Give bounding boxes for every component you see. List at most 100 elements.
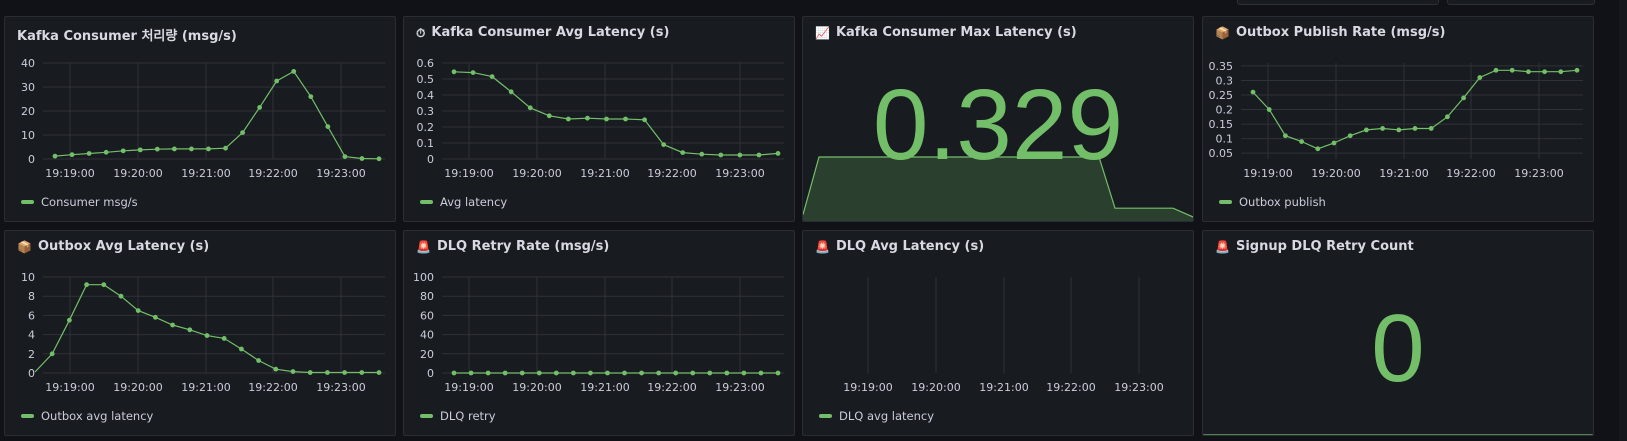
data-point[interactable] xyxy=(1347,133,1353,139)
data-point[interactable] xyxy=(546,113,552,119)
data-point[interactable] xyxy=(325,370,330,375)
data-point[interactable] xyxy=(1509,67,1515,73)
data-point[interactable] xyxy=(508,89,514,95)
data-point[interactable] xyxy=(642,117,647,123)
data-point[interactable] xyxy=(1266,107,1272,112)
data-point[interactable] xyxy=(565,116,571,122)
data-point[interactable] xyxy=(103,149,109,155)
timeseries-chart[interactable]: 19:19:00 19:20:00 19:21:00 19:22:00 19:23:00 xyxy=(803,231,1194,436)
data-point[interactable] xyxy=(359,370,365,375)
data-point[interactable] xyxy=(1315,146,1321,152)
data-point[interactable] xyxy=(1364,127,1369,133)
panel-signup-dlq-retry-count[interactable]: 🚨 Signup DLQ Retry Count 0 xyxy=(1202,230,1594,436)
data-point[interactable] xyxy=(605,370,610,376)
data-point[interactable] xyxy=(52,153,58,159)
data-point[interactable] xyxy=(359,156,365,161)
timeseries-chart[interactable]: 0 10 20 30 40 19:19:00 19:20:00 19:21:00 19:22:0… xyxy=(5,17,396,222)
data-point[interactable] xyxy=(1477,75,1483,80)
timeseries-chart[interactable]: 0 20 40 60 80 100 19:19:00 19:20:00 19:21:00 19:2… xyxy=(404,231,795,436)
data-point[interactable] xyxy=(737,152,743,158)
panel-kafka-consumer-avg-latency[interactable]: ⏱ Kafka Consumer Avg Latency (s) 0 0.1 0.2 0… xyxy=(403,16,795,222)
data-point[interactable] xyxy=(604,116,609,122)
data-point[interactable] xyxy=(585,115,590,121)
data-point[interactable] xyxy=(1299,139,1304,144)
data-point[interactable] xyxy=(673,370,679,376)
data-point[interactable] xyxy=(489,74,495,79)
timeseries-chart[interactable]: 0 2 4 6 8 10 19:19:00 19:20:00 19:21:00 19:22:00 1… xyxy=(5,231,396,436)
data-point[interactable] xyxy=(1412,126,1418,131)
data-point[interactable] xyxy=(307,370,313,375)
data-point[interactable] xyxy=(775,370,781,376)
panel-kafka-consumer-max-latency[interactable]: 📈 Kafka Consumer Max Latency (s) 0.329 xyxy=(802,16,1194,222)
data-point[interactable] xyxy=(1574,67,1580,73)
data-point[interactable] xyxy=(325,124,331,129)
data-point[interactable] xyxy=(118,293,124,299)
page-scrollbar[interactable] xyxy=(1619,0,1627,441)
data-point[interactable] xyxy=(187,327,193,333)
data-point[interactable] xyxy=(1526,69,1531,75)
data-point[interactable] xyxy=(49,351,55,357)
data-point[interactable] xyxy=(171,146,177,152)
data-point[interactable] xyxy=(342,370,347,375)
data-point[interactable] xyxy=(274,78,280,84)
data-point[interactable] xyxy=(67,317,72,323)
legend-item[interactable]: Avg latency xyxy=(420,195,507,209)
data-point[interactable] xyxy=(84,282,89,288)
data-point[interactable] xyxy=(342,154,348,160)
data-point[interactable] xyxy=(239,346,244,352)
data-point[interactable] xyxy=(290,369,296,374)
data-point[interactable] xyxy=(1428,126,1434,131)
data-point[interactable] xyxy=(570,370,576,376)
data-point[interactable] xyxy=(206,146,211,152)
data-point[interactable] xyxy=(718,152,724,158)
legend-item[interactable]: Outbox avg latency xyxy=(21,409,153,423)
data-point[interactable] xyxy=(724,370,730,376)
data-point[interactable] xyxy=(291,69,297,74)
data-point[interactable] xyxy=(468,370,474,376)
data-point[interactable] xyxy=(1283,133,1288,139)
data-point[interactable] xyxy=(451,370,457,376)
data-point[interactable] xyxy=(154,146,160,152)
data-point[interactable] xyxy=(376,370,382,375)
data-point[interactable] xyxy=(623,116,628,122)
timeseries-chart[interactable]: 0.050.1 0.150.2 0.25 0.30.35 19:19:00 19:20:0… xyxy=(1203,17,1594,222)
data-point[interactable] xyxy=(135,308,141,313)
data-point[interactable] xyxy=(588,370,593,376)
data-point[interactable] xyxy=(519,370,525,376)
data-point[interactable] xyxy=(656,370,662,376)
data-point[interactable] xyxy=(661,142,667,147)
time-picker-button[interactable] xyxy=(1237,0,1439,5)
data-point[interactable] xyxy=(204,333,210,338)
data-point[interactable] xyxy=(256,358,261,363)
data-point[interactable] xyxy=(1461,95,1466,101)
data-point[interactable] xyxy=(758,370,764,376)
data-point[interactable] xyxy=(502,370,508,376)
data-point[interactable] xyxy=(240,130,245,135)
data-point[interactable] xyxy=(639,370,644,376)
legend-item[interactable]: DLQ avg latency xyxy=(819,409,934,423)
panel-outbox-publish-rate[interactable]: 📦 Outbox Publish Rate (msg/s) 0.05 0.1 0.15… xyxy=(1202,16,1594,222)
data-point[interactable] xyxy=(308,94,314,99)
data-point[interactable] xyxy=(622,370,627,376)
data-point[interactable] xyxy=(536,370,542,376)
data-point[interactable] xyxy=(86,151,92,156)
data-point[interactable] xyxy=(1250,89,1256,95)
data-point[interactable] xyxy=(1331,140,1337,146)
data-point[interactable] xyxy=(553,370,559,376)
data-point[interactable] xyxy=(1493,67,1499,73)
data-point[interactable] xyxy=(1445,114,1450,120)
data-point[interactable] xyxy=(527,105,533,111)
panel-dlq-retry-rate[interactable]: 🚨 DLQ Retry Rate (msg/s) 0 20 40 60 80 100 19:1… xyxy=(403,230,795,436)
data-point[interactable] xyxy=(273,366,279,372)
data-point[interactable] xyxy=(153,314,158,320)
data-point[interactable] xyxy=(170,322,176,328)
data-point[interactable] xyxy=(775,151,781,156)
data-point[interactable] xyxy=(1396,127,1402,133)
panel-outbox-avg-latency[interactable]: 📦 Outbox Avg Latency (s) 0 2 4 6 8 10 19:19:00 1… xyxy=(4,230,396,436)
data-point[interactable] xyxy=(101,282,107,288)
data-point[interactable] xyxy=(707,370,713,376)
refresh-button[interactable] xyxy=(1447,0,1595,5)
legend-item[interactable]: Outbox publish xyxy=(1219,195,1326,209)
data-point[interactable] xyxy=(690,370,696,376)
legend-item[interactable]: DLQ retry xyxy=(420,409,496,423)
